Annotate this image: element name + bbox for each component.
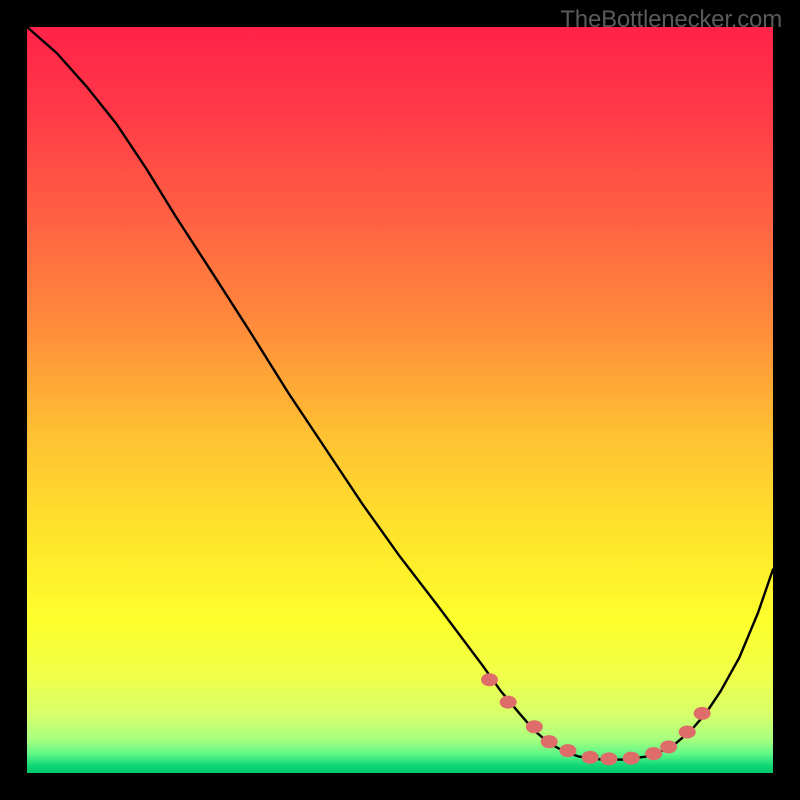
- marker-point: [601, 753, 617, 765]
- marker-point: [482, 674, 498, 686]
- marker-point: [582, 751, 598, 763]
- marker-point: [646, 748, 662, 760]
- chart-plot-background: [27, 27, 773, 773]
- marker-point: [679, 726, 695, 738]
- marker-point: [623, 752, 639, 764]
- marker-point: [661, 741, 677, 753]
- chart-stage: [0, 0, 800, 800]
- marker-point: [541, 736, 557, 748]
- marker-point: [560, 745, 576, 757]
- attribution-label: TheBottlenecker.com: [560, 6, 782, 34]
- marker-point: [694, 707, 710, 719]
- marker-point: [526, 721, 542, 733]
- marker-point: [500, 696, 516, 708]
